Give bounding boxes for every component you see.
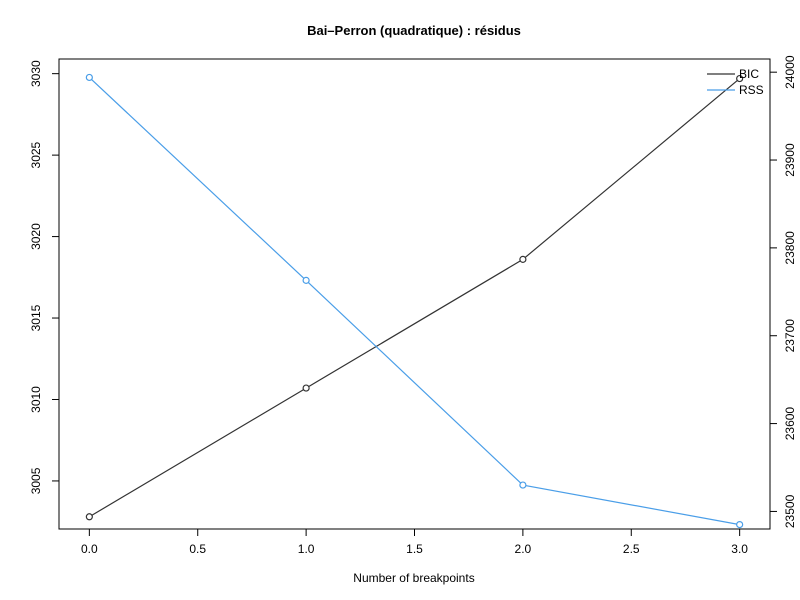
x-tick-label: 0.5 (189, 542, 206, 556)
y-left-tick-label: 3010 (29, 386, 43, 413)
y-axis-right: 23500 23600 23700 23800 23900 24000 (770, 55, 797, 528)
series-line-rss (88, 77, 740, 526)
y-axis-left: 3005 3010 3015 3020 3025 3030 (29, 60, 59, 494)
y-left-tick-label: 3030 (29, 60, 43, 87)
y-left-tick-label: 3025 (29, 141, 43, 168)
series-point-rss (519, 481, 527, 489)
x-tick-label: 2.5 (623, 542, 640, 556)
plot-frame (58, 58, 771, 530)
legend-label-rss: RSS (739, 83, 764, 97)
series-point-bic (519, 255, 527, 263)
legend: BIC RSS (707, 67, 764, 97)
x-axis: 0.0 0.5 1.0 1.5 2.0 2.5 3.0 (81, 529, 748, 556)
y-right-tick-label: 23900 (783, 143, 797, 177)
series-point-rss (302, 276, 310, 284)
x-tick-label: 0.0 (81, 542, 98, 556)
y-right-tick-label: 24000 (783, 55, 797, 89)
series-line-bic (89, 78, 741, 518)
series-point-bic (302, 384, 310, 392)
x-tick-label: 3.0 (731, 542, 748, 556)
chart-title: Bai–Perron (quadratique) : résidus (307, 23, 521, 38)
y-right-tick-label: 23700 (783, 319, 797, 353)
series-point-bic (736, 74, 744, 83)
x-tick-label: 2.0 (515, 542, 532, 556)
x-tick-label: 1.0 (298, 542, 315, 556)
y-left-tick-label: 3015 (29, 304, 43, 331)
y-left-tick-label: 3020 (29, 223, 43, 250)
y-right-tick-label: 23600 (783, 407, 797, 441)
legend-label-bic: BIC (739, 67, 759, 81)
y-left-tick-label: 3005 (29, 467, 43, 494)
y-right-tick-label: 23800 (783, 231, 797, 265)
y-right-tick-label: 23500 (783, 494, 797, 528)
series-layer (85, 73, 744, 529)
series-point-rss (736, 521, 744, 529)
series-point-rss (85, 73, 93, 82)
x-axis-label: Number of breakpoints (353, 571, 474, 585)
series-point-bic (85, 513, 93, 521)
x-tick-label: 1.5 (406, 542, 423, 556)
